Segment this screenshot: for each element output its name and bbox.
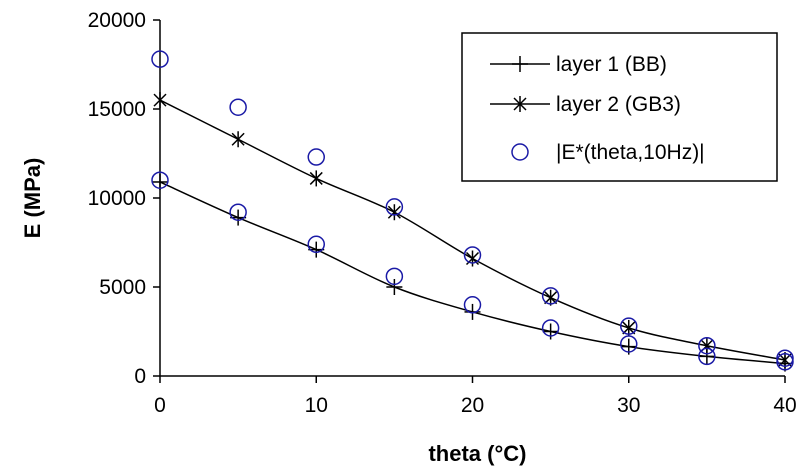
- series-3: [151, 50, 794, 371]
- data-point-circle: [776, 349, 794, 367]
- legend-item: layer 2 (GB3): [490, 93, 681, 116]
- data-point-asterisk: [465, 250, 480, 267]
- series-1: [152, 173, 793, 372]
- data-point-circle: [385, 267, 404, 286]
- data-point-asterisk: [387, 204, 401, 221]
- legend-marker: [512, 56, 528, 72]
- y-tick-label: 15000: [88, 98, 146, 121]
- series-layer: [151, 50, 794, 372]
- legend-marker: [511, 143, 529, 161]
- data-point-circle: [698, 347, 716, 366]
- data-point-circle: [698, 336, 716, 355]
- data-point-plus: [386, 279, 403, 295]
- data-point-circle: [620, 335, 638, 353]
- data-point-asterisk: [153, 92, 167, 109]
- data-point-circle: [307, 235, 325, 254]
- y-tick-label: 20000: [88, 9, 146, 32]
- legend-item: layer 1 (BB): [490, 53, 667, 76]
- legend-item: |E*(theta,10Hz)|: [511, 141, 705, 164]
- data-point-circle: [229, 98, 247, 116]
- legend-label: layer 1 (BB): [556, 53, 667, 76]
- legend-label: |E*(theta,10Hz)|: [556, 141, 705, 164]
- y-tick-label: 5000: [99, 276, 146, 299]
- data-point-asterisk: [700, 337, 714, 354]
- data-point-circle: [463, 296, 482, 314]
- x-axis-title: theta (°C): [428, 441, 526, 466]
- data-point-circle: [463, 246, 482, 264]
- legend-box: [461, 32, 778, 182]
- data-point-circle: [776, 353, 794, 371]
- data-point-asterisk: [231, 131, 245, 148]
- data-point-asterisk: [622, 319, 636, 336]
- x-tick-label: 30: [617, 394, 640, 417]
- data-point-circle: [385, 198, 404, 216]
- y-axis-title: E (MPa): [20, 158, 45, 239]
- x-tick-label: 40: [773, 394, 796, 417]
- data-point-plus: [542, 323, 559, 340]
- data-point-circle: [541, 287, 560, 305]
- x-tick-label: 10: [305, 394, 328, 417]
- data-point-plus: [152, 173, 168, 190]
- data-point-circle: [151, 50, 169, 68]
- y-axis: 0 5000 10000 15000 20000: [88, 9, 160, 388]
- data-point-circle: [229, 203, 247, 221]
- data-point-asterisk: [544, 289, 558, 306]
- series-2: [153, 92, 792, 368]
- data-point-circle: [620, 317, 638, 335]
- data-point-asterisk: [309, 170, 323, 187]
- data-point-circle: [151, 171, 169, 189]
- y-tick-label: 0: [134, 365, 146, 388]
- data-point-asterisk: [778, 351, 792, 368]
- legend-label: layer 2 (GB3): [556, 93, 681, 116]
- y-tick-label: 10000: [88, 187, 146, 210]
- data-point-circle: [307, 148, 325, 166]
- series-line: [159, 181, 786, 365]
- x-tick-label: 0: [154, 394, 166, 417]
- data-point-circle: [541, 319, 560, 337]
- legend: layer 1 (BB) layer 2 (GB3) |E*(theta,10Hz)…: [461, 32, 778, 182]
- x-tick-label: 20: [461, 394, 484, 417]
- data-point-plus: [464, 303, 481, 320]
- legend-marker: [513, 96, 527, 112]
- x-axis: 0 10 20 30 40: [154, 376, 797, 417]
